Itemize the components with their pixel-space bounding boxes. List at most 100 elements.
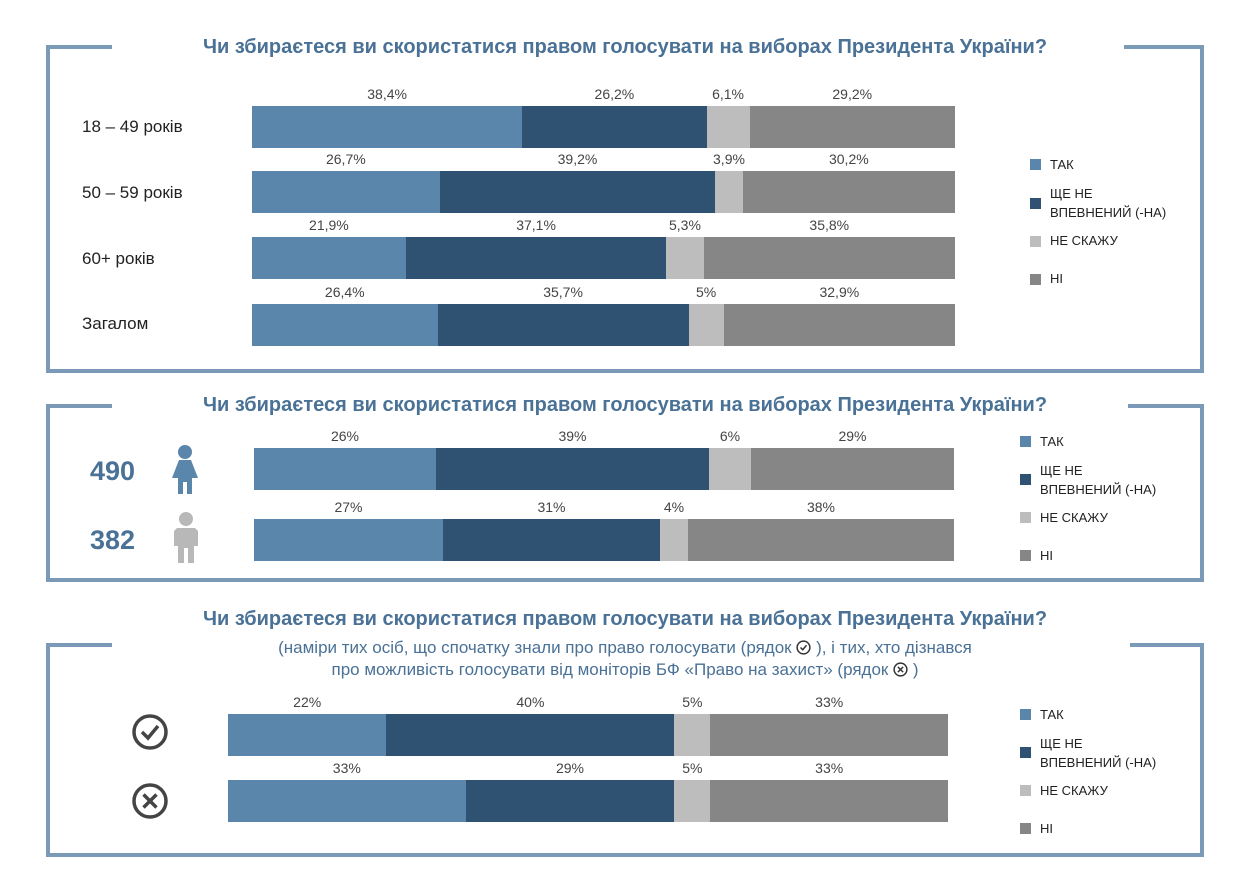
bar-segment-ni xyxy=(703,237,955,279)
bar-segment-sche xyxy=(522,106,707,148)
panel3-subtitle-line1b: ), і тих, хто дізнався xyxy=(816,638,972,657)
data-label-ne-skazhu: 3,9% xyxy=(713,151,745,167)
row-label-total: Загалом xyxy=(82,314,149,333)
legend3-swatch-tak xyxy=(1020,709,1031,720)
bar-segment-tak xyxy=(252,237,406,279)
legend1-swatch-sche xyxy=(1030,198,1041,209)
data-label-ne-skazhu: 5,3% xyxy=(668,217,701,233)
data-label-tak: 22% xyxy=(293,694,322,710)
legend2-swatch-ne xyxy=(1020,512,1031,523)
female-icon xyxy=(170,444,200,501)
data-label-ni: 35,8% xyxy=(809,217,850,233)
male-count: 382 xyxy=(90,525,136,555)
legend1-swatch-ni xyxy=(1030,274,1041,285)
legend1-swatch-ne xyxy=(1030,236,1041,247)
bar-segment-ni xyxy=(751,448,954,490)
bar-segment-ni xyxy=(710,780,948,822)
data-label-ne-skazhu: 5% xyxy=(696,284,717,300)
bar-segment-ne-skazhu xyxy=(709,448,751,490)
bar-segment-sche xyxy=(436,448,709,490)
data-label-tak: 21,9% xyxy=(309,217,349,233)
bar-segment-sche xyxy=(405,237,667,279)
bar-segment-ne-skazhu xyxy=(674,714,711,756)
bar-segment-ni xyxy=(723,304,955,346)
female-count: 490 xyxy=(90,456,136,486)
bar-segment-ne-skazhu xyxy=(660,519,688,561)
panel1-frame-gap xyxy=(112,43,1124,51)
data-label-sche: 26,2% xyxy=(594,86,635,102)
data-label-ne-skazhu: 6,1% xyxy=(712,86,744,102)
legend2-swatch-ni xyxy=(1020,550,1031,561)
legend2-swatch-tak xyxy=(1020,436,1031,447)
data-label-ni: 33% xyxy=(815,760,844,776)
legend2-label-ni: НІ xyxy=(1040,548,1053,563)
panel1-title: Чи збираєтеся ви скористатися правом гол… xyxy=(202,36,1048,58)
row-cross-icon xyxy=(130,781,170,826)
row-label-18-49: 18 – 49 років xyxy=(82,117,183,136)
panel3-subtitle-line2a: про можливість голосувати від моніторів … xyxy=(331,660,889,679)
bar-segment-ne-skazhu xyxy=(674,780,711,822)
data-label-sche: 40% xyxy=(516,694,545,710)
male-icon xyxy=(172,511,200,570)
row-label-60plus: 60+ років xyxy=(82,249,155,268)
cross-circle-icon xyxy=(893,662,908,677)
data-label-ne-skazhu: 6% xyxy=(719,428,741,444)
panel3-title: Чи збираєтеся ви скористатися правом гол… xyxy=(202,608,1048,630)
bar-segment-sche xyxy=(437,304,689,346)
bar-segment-tak xyxy=(228,780,466,822)
bar-segment-ne-skazhu xyxy=(666,237,704,279)
bar-segment-ne-skazhu xyxy=(688,304,724,346)
data-label-ne-skazhu: 5% xyxy=(682,760,703,776)
bar-segment-tak xyxy=(252,304,438,346)
legend2-label-sche: ЩЕ НЕ ВПЕВНЕНИЙ (-НА) xyxy=(1040,463,1157,497)
check-circle-icon xyxy=(796,640,811,655)
data-label-ni: 29% xyxy=(838,428,867,444)
bar-segment-tak xyxy=(228,714,387,756)
data-label-sche: 39,2% xyxy=(557,151,598,167)
row-check-icon xyxy=(130,712,170,757)
data-label-sche: 37,1% xyxy=(516,217,556,233)
data-label-ni: 30,2% xyxy=(828,151,869,167)
data-label-ni: 32,9% xyxy=(819,284,860,300)
data-label-tak: 26% xyxy=(330,428,360,444)
panel3-subtitle: (наміри тих осіб, що спочатку знали про … xyxy=(0,637,1250,681)
bar-segment-ni xyxy=(742,171,955,213)
bar-segment-ne-skazhu xyxy=(715,171,743,213)
bar-segment-tak xyxy=(252,106,523,148)
panel2-title: Чи збираєтеся ви скористатися правом гол… xyxy=(202,394,1048,416)
data-label-ni: 29,2% xyxy=(832,86,873,102)
legend1-label-sche: ЩЕ НЕ ВПЕВНЕНИЙ (-НА) xyxy=(1050,186,1167,220)
bar-segment-ni xyxy=(710,714,948,756)
data-label-ni: 38% xyxy=(806,499,836,515)
legend3-label-sche: ЩЕ НЕ ВПЕВНЕНИЙ (-НА) xyxy=(1040,736,1157,770)
panel3-frame-gap xyxy=(112,641,1130,649)
data-label-tak: 27% xyxy=(334,499,363,515)
legend1-label-ni: НІ xyxy=(1050,271,1063,286)
data-label-tak: 38,4% xyxy=(367,86,407,102)
bar-segment-tak xyxy=(252,171,440,213)
bar-segment-sche xyxy=(386,714,675,756)
legend3-label-ne: НЕ СКАЖУ xyxy=(1040,783,1108,798)
bar-segment-ni xyxy=(749,106,955,148)
data-label-tak: 26,7% xyxy=(325,151,366,167)
row-label-50-59: 50 – 59 років xyxy=(82,183,183,202)
data-label-ne-skazhu: 5% xyxy=(682,694,703,710)
legend2-swatch-sche xyxy=(1020,474,1031,485)
legend3-label-ni: НІ xyxy=(1040,821,1053,836)
data-label-sche: 29% xyxy=(555,760,585,776)
data-label-sche: 31% xyxy=(537,499,566,515)
data-label-tak: 26,4% xyxy=(324,284,365,300)
panel2-frame-gap xyxy=(112,402,1128,410)
data-label-sche: 39% xyxy=(558,428,587,444)
bar-segment-ni xyxy=(688,519,954,561)
legend3-label-tak: ТАК xyxy=(1040,707,1064,722)
panel3-subtitle-line2b: ) xyxy=(912,660,919,679)
data-label-ni: 33% xyxy=(815,694,844,710)
bar-segment-tak xyxy=(254,448,436,490)
data-label-sche: 35,7% xyxy=(543,284,583,300)
bar-segment-tak xyxy=(254,519,443,561)
legend3-swatch-sche xyxy=(1020,747,1031,758)
data-label-ne-skazhu: 4% xyxy=(663,499,685,515)
data-label-tak: 33% xyxy=(332,760,361,776)
panel3-subtitle-line1a: (наміри тих осіб, що спочатку знали про … xyxy=(278,638,792,657)
